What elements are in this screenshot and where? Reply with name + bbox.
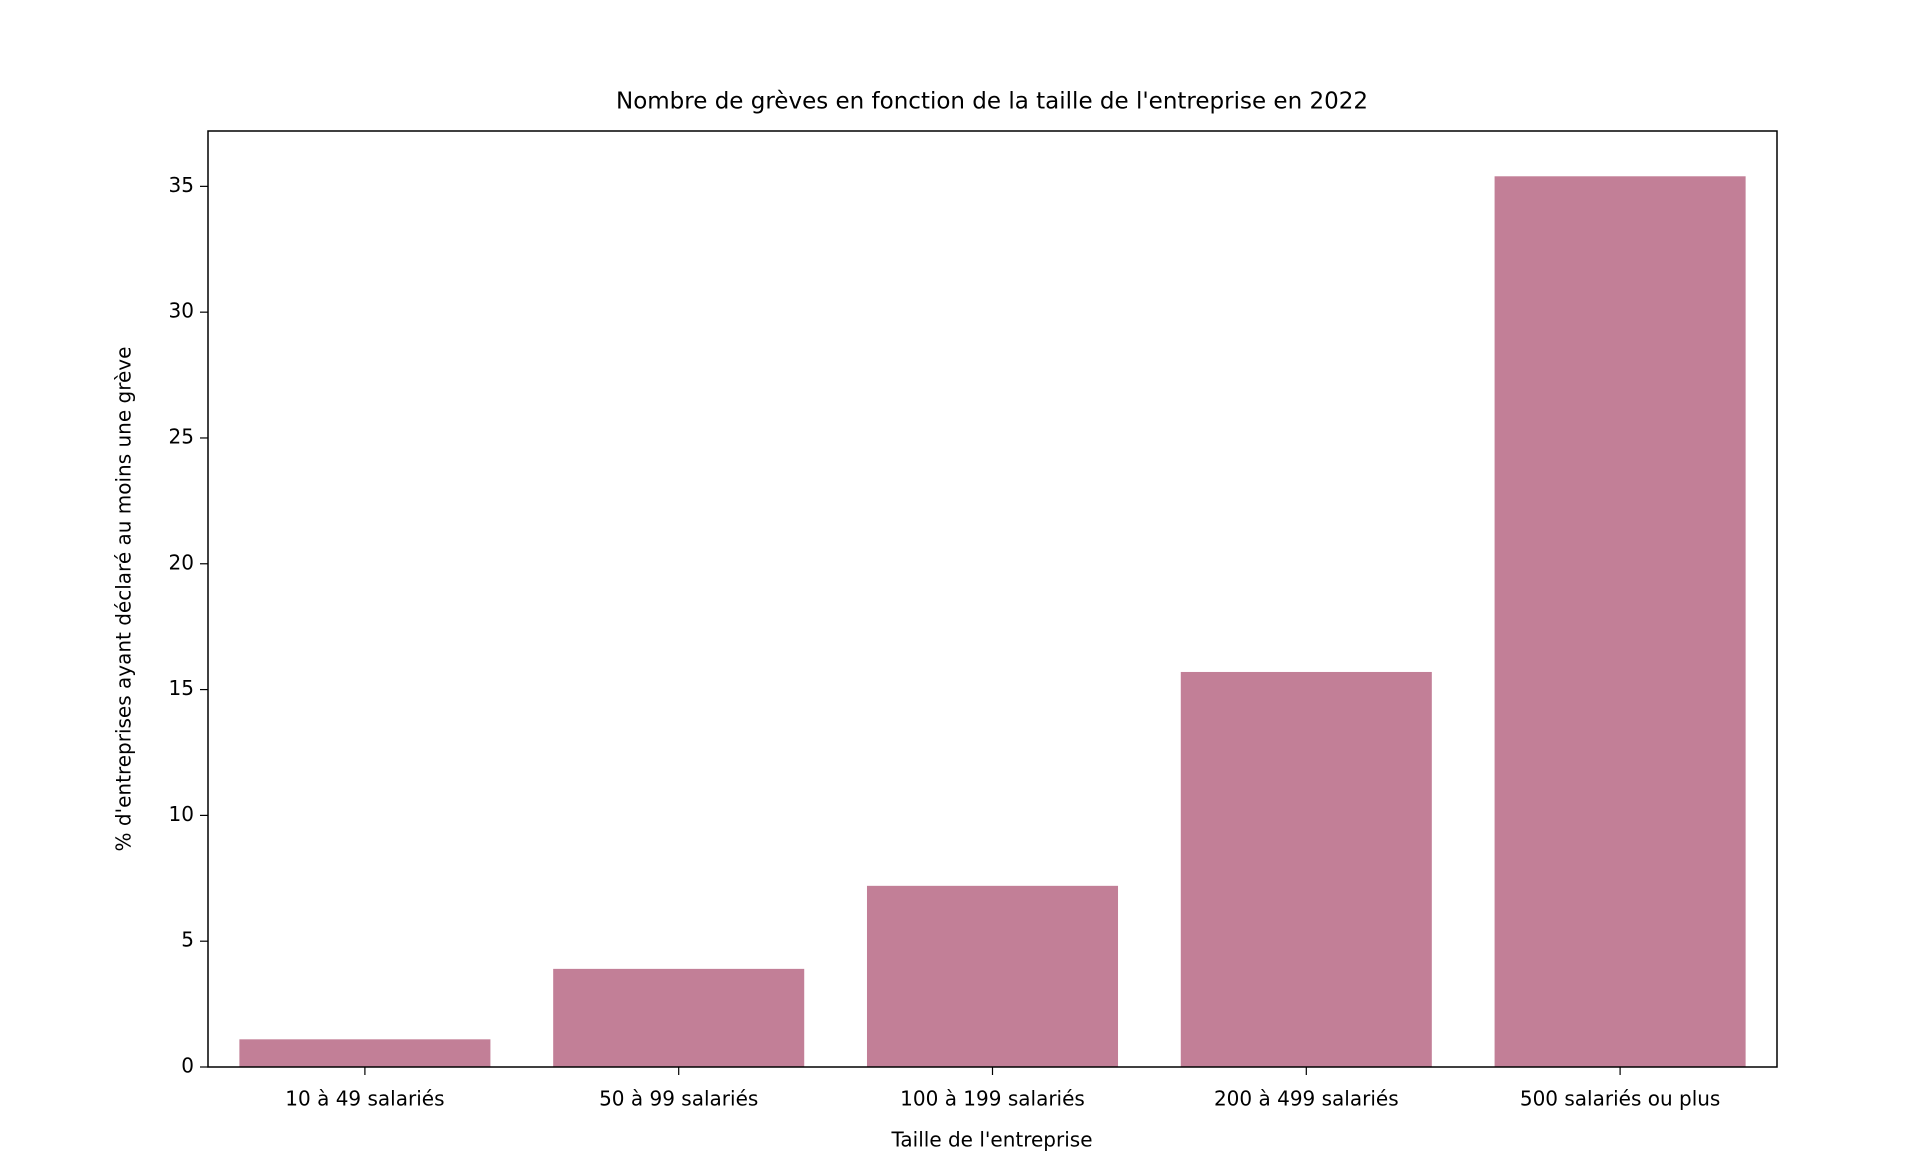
y-tick-label: 25	[169, 424, 194, 448]
bar	[1494, 176, 1746, 1067]
bar	[239, 1039, 491, 1067]
bar	[553, 968, 805, 1067]
x-tick-label: 50 à 99 salariés	[599, 1087, 758, 1111]
x-tick-label: 500 salariés ou plus	[1520, 1087, 1721, 1111]
y-tick-label: 0	[181, 1054, 194, 1078]
y-axis-label: % d'entreprises ayant déclaré au moins u…	[112, 347, 136, 852]
y-tick-label: 20	[169, 550, 194, 574]
y-tick-label: 10	[169, 802, 194, 826]
x-tick-label: 10 à 49 salariés	[285, 1087, 444, 1111]
y-tick-label: 30	[169, 299, 194, 323]
chart-title: Nombre de grèves en fonction de la taill…	[616, 89, 1368, 115]
plot-frame	[207, 130, 1778, 1068]
y-tick-label: 15	[169, 676, 194, 700]
x-tick-label: 100 à 199 salariés	[900, 1087, 1085, 1111]
x-axis-label: Taille de l'entreprise	[890, 1128, 1092, 1152]
x-tick-label: 200 à 499 salariés	[1214, 1087, 1399, 1111]
y-tick-label: 35	[169, 173, 194, 197]
y-tick-label: 5	[181, 928, 194, 952]
bar	[866, 885, 1119, 1067]
bar	[1180, 671, 1432, 1067]
